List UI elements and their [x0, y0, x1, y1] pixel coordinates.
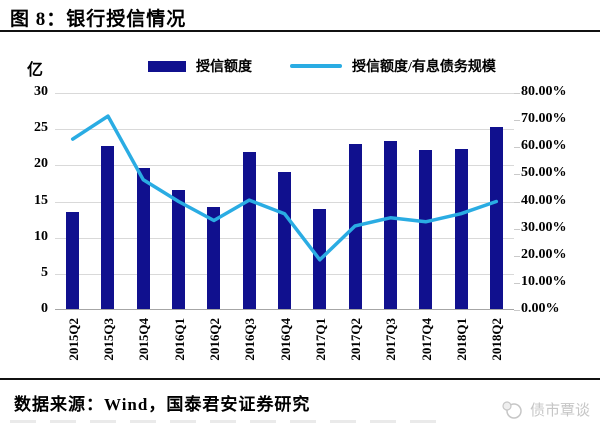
bar — [136, 167, 150, 309]
x-axis-tick-label: 2017Q2 — [348, 318, 364, 361]
right-axis-tick-mark — [514, 93, 520, 94]
chart-legend: 授信额度 授信额度/有息债务规模 — [22, 56, 600, 76]
x-axis-tick-label: 2017Q3 — [383, 318, 399, 361]
gridline — [55, 165, 514, 167]
bar — [383, 141, 397, 309]
gridline — [55, 93, 514, 94]
right-axis-tick-mark — [514, 147, 520, 149]
left-axis-tick-label: 25 — [34, 120, 48, 136]
right-axis-tick-label: 50.00% — [521, 165, 567, 181]
bar — [242, 152, 256, 309]
watermark-logo-icon — [502, 400, 522, 419]
legend-line-label: 授信额度/有息债务规模 — [352, 60, 496, 75]
x-axis-tick-label: 2015Q3 — [100, 318, 116, 361]
left-axis-tick-label: 5 — [41, 264, 48, 280]
cutoff-text-remnant — [10, 420, 440, 423]
bar — [66, 212, 80, 309]
x-axis-tick-label: 2015Q2 — [65, 318, 81, 361]
right-axis-tick-label: 80.00% — [521, 84, 567, 99]
bar — [278, 171, 291, 309]
left-axis-tick-label: 0 — [41, 301, 48, 316]
legend-bar-label: 授信额度 — [196, 60, 253, 75]
x-axis-tick-label: 2016Q4 — [277, 318, 293, 361]
bar — [207, 207, 221, 309]
legend-bar-swatch — [148, 60, 187, 72]
x-axis-tick-label: 2016Q2 — [206, 318, 222, 361]
x-axis-tick-label: 2016Q3 — [242, 318, 258, 361]
right-axis-tick-label: 70.00% — [521, 111, 567, 127]
right-axis-tick-mark — [514, 310, 520, 311]
left-axis-tick-label: 10 — [34, 228, 48, 244]
right-axis-tick-label: 60.00% — [521, 138, 567, 154]
right-axis-tick-label: 20.00% — [521, 246, 567, 262]
x-axis-tick-label: 2017Q1 — [312, 318, 328, 361]
left-axis-tick-label: 20 — [34, 156, 48, 172]
right-axis-tick-mark — [514, 228, 520, 230]
right-axis-tick-label: 10.00% — [521, 273, 567, 289]
right-axis-tick-mark — [514, 201, 520, 203]
footer-divider — [0, 378, 600, 380]
bar — [419, 150, 433, 309]
bar — [101, 145, 115, 309]
legend-line-swatch — [290, 64, 343, 68]
watermark-text: 债市覃谈 — [529, 403, 590, 419]
x-axis-tick-label: 2015Q4 — [136, 318, 152, 361]
bar — [172, 189, 186, 309]
right-axis-tick-label: 40.00% — [521, 192, 567, 208]
x-axis-line — [55, 309, 514, 310]
watermark: 债市覃谈 — [501, 399, 590, 420]
data-source-text: 数据来源：Wind，国泰君安证券研究 — [14, 395, 311, 414]
right-axis-tick-label: 30.00% — [521, 219, 567, 235]
gridline — [55, 129, 514, 131]
right-axis-tick-mark — [514, 120, 520, 122]
figure-title: 图 8：银行授信情况 — [10, 9, 187, 30]
ratio-line-series — [70, 114, 499, 262]
bar — [454, 148, 468, 309]
right-axis-tick-label: 0.00% — [521, 301, 560, 316]
x-axis-tick-label: 2018Q1 — [454, 318, 470, 361]
bar — [489, 127, 503, 309]
x-axis-tick-label: 2017Q4 — [418, 318, 434, 361]
right-axis-tick-mark — [514, 282, 520, 284]
x-axis-tick-label: 2018Q2 — [489, 318, 505, 361]
left-axis-unit-label: 亿 — [27, 62, 44, 79]
left-axis-tick-label: 15 — [34, 192, 48, 208]
right-axis-tick-mark — [514, 255, 520, 257]
left-axis-tick-label: 30 — [34, 84, 48, 99]
title-divider — [0, 30, 600, 32]
x-axis-tick-label: 2016Q1 — [171, 318, 187, 361]
right-axis-tick-mark — [514, 174, 520, 176]
plot-area — [55, 93, 514, 310]
